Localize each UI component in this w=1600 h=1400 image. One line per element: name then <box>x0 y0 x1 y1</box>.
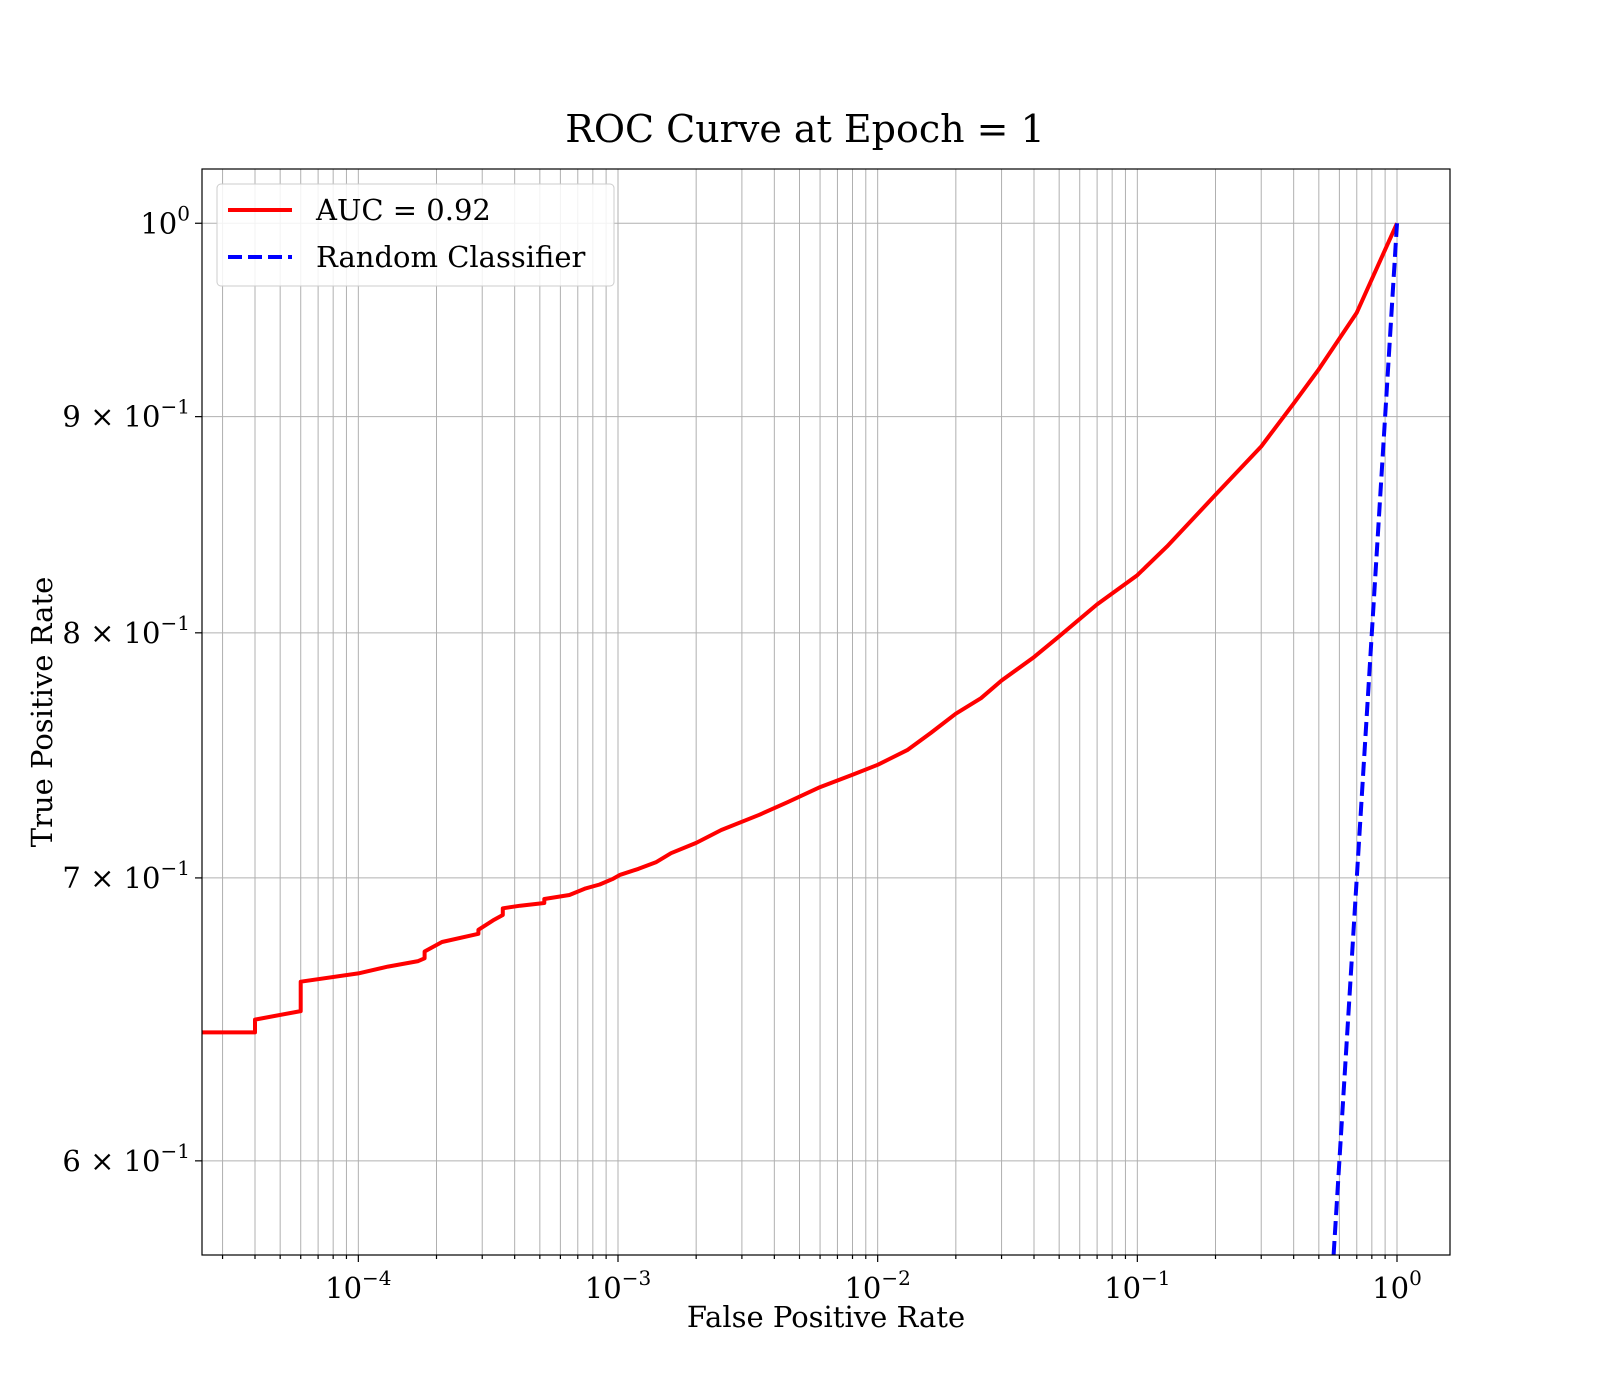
legend-label-auc: AUC = 0.92 <box>315 193 491 227</box>
y-tick-label: 7 × 10−1 <box>62 856 190 895</box>
legend-box <box>216 183 615 287</box>
y-axis-label: True Positive Rate <box>25 577 59 848</box>
axis-ticks: 10−4 10−3 10−2 10−1 100 100 9 × 10−1 8 × 10−1 7 … <box>62 201 1421 1305</box>
x-axis-label: False Positive Rate <box>687 1300 965 1334</box>
x-tick-label: 10−1 <box>1104 1266 1170 1305</box>
legend: AUC = 0.92 Random Classifier <box>216 183 615 287</box>
x-tick-label: 10−3 <box>585 1266 651 1305</box>
y-tick-label: 100 <box>140 201 190 240</box>
y-tick-label: 6 × 10−1 <box>62 1139 190 1178</box>
random-classifier-line <box>1331 223 1399 1255</box>
chart-title: ROC Curve at Epoch = 1 <box>565 107 1045 151</box>
plot-series <box>202 222 1399 1255</box>
y-tick-label: 9 × 10−1 <box>62 395 190 434</box>
legend-label-random: Random Classifier <box>316 240 586 274</box>
roc-curve-line <box>202 222 1399 1035</box>
x-tick-label: 10−2 <box>844 1266 910 1305</box>
y-tick-label: 8 × 10−1 <box>62 611 190 650</box>
x-tick-label: 100 <box>1372 1266 1422 1305</box>
x-tick-label: 10−4 <box>325 1266 391 1305</box>
plot-frame <box>201 168 1451 1256</box>
grid <box>202 169 1450 1255</box>
